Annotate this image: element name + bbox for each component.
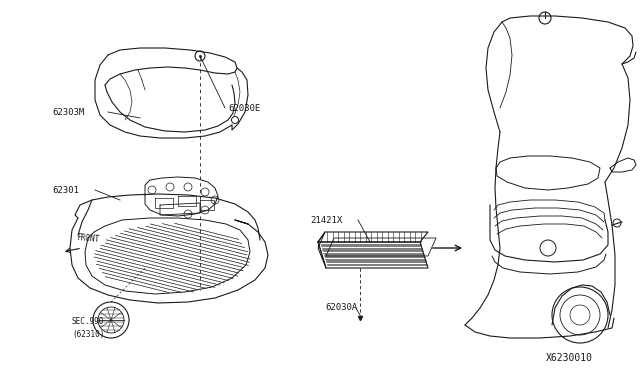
Text: X6230010: X6230010 bbox=[546, 353, 593, 363]
Text: (62310): (62310) bbox=[72, 330, 104, 339]
Text: SEC.990: SEC.990 bbox=[72, 317, 104, 327]
Text: FRONT: FRONT bbox=[76, 233, 100, 244]
Text: 21421X: 21421X bbox=[310, 215, 342, 224]
Text: 62030E: 62030E bbox=[228, 103, 260, 112]
Text: 62303M: 62303M bbox=[52, 108, 84, 116]
Text: 62030A: 62030A bbox=[325, 304, 357, 312]
Text: 62301: 62301 bbox=[52, 186, 79, 195]
